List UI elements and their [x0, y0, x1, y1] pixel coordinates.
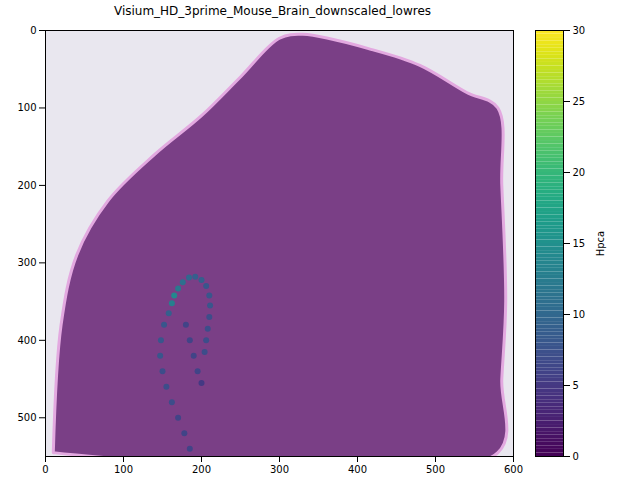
svg-text:400: 400 [348, 464, 367, 475]
svg-text:100: 100 [17, 102, 36, 113]
svg-text:300: 300 [17, 257, 36, 268]
svg-text:10: 10 [573, 309, 586, 320]
svg-text:15: 15 [573, 238, 586, 249]
svg-text:500: 500 [426, 464, 445, 475]
svg-text:100: 100 [114, 464, 133, 475]
svg-text:25: 25 [573, 96, 586, 107]
svg-text:5: 5 [573, 380, 579, 391]
svg-text:0: 0 [42, 464, 48, 475]
svg-text:200: 200 [192, 464, 211, 475]
svg-text:300: 300 [270, 464, 289, 475]
svg-text:400: 400 [17, 335, 36, 346]
svg-text:200: 200 [17, 180, 36, 191]
html-text:Visium_HD_3prime_Mouse_Brain_d: Visium_HD_3prime_Mouse_Brain_downscaled_… [113, 4, 432, 18]
svg-text:0: 0 [573, 451, 579, 462]
svg-text:600: 600 [504, 464, 523, 475]
svg-text:0: 0 [30, 25, 36, 36]
svg-text:30: 30 [573, 25, 586, 36]
svg-text:Hpca: Hpca [595, 231, 606, 257]
svg-text:500: 500 [17, 412, 36, 423]
svg-text:20: 20 [573, 167, 586, 178]
